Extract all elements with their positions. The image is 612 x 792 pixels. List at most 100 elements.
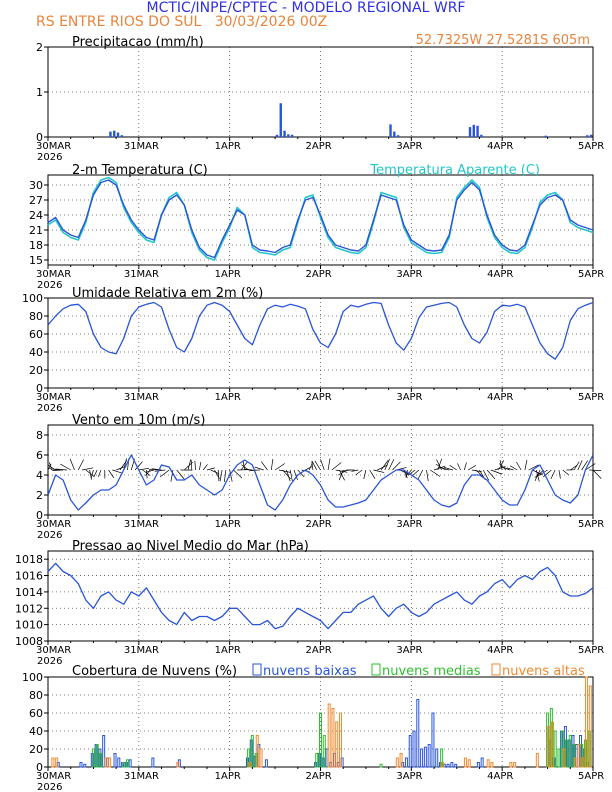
cloud-bar-high xyxy=(335,721,339,768)
precip-bar xyxy=(544,135,547,137)
cloud-bar-low xyxy=(427,744,431,768)
clouds-x-ticks: 30MAR 31MAR 1APR 2APR 3APR 4APR 5APR 2026 xyxy=(36,767,604,792)
cloud-bar-low xyxy=(416,699,420,768)
cloud-bar-high xyxy=(547,726,551,768)
wind-vector-arrow xyxy=(486,469,496,480)
x-tick-label: 5APR xyxy=(578,269,604,280)
y-tick-label: 2 xyxy=(36,41,43,54)
clouds-bars xyxy=(51,676,592,768)
x-tick-label: 2APR xyxy=(306,392,332,403)
wind-vector-arrow xyxy=(320,459,325,471)
x-tick-label: 4APR xyxy=(487,645,513,656)
wind-vector-arrow xyxy=(223,469,227,482)
x-tick-label: 4APR xyxy=(487,771,513,782)
cloud-bar-mid xyxy=(95,744,99,768)
y-tick-label: 8 xyxy=(36,429,43,442)
temp-panel: 2-m Temperatura (C) Temperatura Aparente… xyxy=(29,163,604,291)
x-tick-label: 5APR xyxy=(578,771,604,782)
cloud-bar-high xyxy=(395,757,399,768)
wind-vector-arrow xyxy=(176,469,185,480)
cloud-bar-high xyxy=(550,721,554,768)
y-tick-label: 80 xyxy=(29,310,43,323)
x-tick-label: 30MAR xyxy=(36,645,71,656)
wind-vector-arrow xyxy=(581,460,589,471)
wind-vector-arrow xyxy=(363,469,367,480)
precip-bar xyxy=(120,135,124,137)
x-tick-label: 5APR xyxy=(578,645,604,656)
x-tick-label: 1APR xyxy=(215,392,241,403)
legend-swatch-low xyxy=(252,663,262,676)
y-tick-label: 100 xyxy=(22,671,43,684)
legend-swatch-mid xyxy=(371,663,381,676)
wind-vector-arrow xyxy=(311,461,318,471)
cloud-bar-high xyxy=(248,762,252,768)
x-tick-label: 3APR xyxy=(396,269,422,280)
wind-vector-arrow xyxy=(384,458,390,471)
cloud-bar-low xyxy=(431,712,435,768)
cloud-bar-high xyxy=(585,676,589,768)
y-tick-label: 24 xyxy=(29,209,43,222)
wind-vector-arrow xyxy=(369,469,376,479)
rh-line xyxy=(47,301,594,360)
precip-bar xyxy=(287,134,290,137)
cloud-bar-mid xyxy=(553,730,557,768)
cloud-bar-high xyxy=(327,703,331,768)
cloud-bar-high xyxy=(55,757,59,768)
cloud-bar-high xyxy=(535,753,539,768)
cloud-bar-low xyxy=(83,763,87,768)
wind-vector-arrow xyxy=(475,469,484,478)
wind-vector-arrow xyxy=(355,469,363,476)
legend-high: nuvens altas xyxy=(502,664,585,679)
cloud-bar-low xyxy=(454,763,458,768)
y-tick-label: 20 xyxy=(29,364,43,377)
wind-vector-arrow xyxy=(585,463,596,471)
wind-vector-arrow xyxy=(457,463,461,471)
precip-bar xyxy=(290,134,294,137)
x-tick-label: 31MAR xyxy=(124,269,159,280)
y-tick-label: 100 xyxy=(22,292,43,305)
cloud-bar-low xyxy=(113,753,117,768)
cloud-bar-low xyxy=(117,757,121,768)
x-tick-label: 4APR xyxy=(487,141,513,152)
wind-vector-arrow xyxy=(138,467,150,471)
cloud-bar-low xyxy=(412,730,416,768)
x-tick-label: 5APR xyxy=(578,141,604,152)
precip-bar xyxy=(586,135,589,137)
wind-vector-arrow xyxy=(81,467,94,471)
wind-vector-arrow xyxy=(112,469,123,474)
cloud-bar-high xyxy=(176,762,180,768)
cloud-bar-low xyxy=(264,759,268,768)
pressure-x-ticks: 30MAR 31MAR 1APR 2APR 3APR 4APR 5APR 2026 xyxy=(36,641,604,667)
y-tick-label: 1008 xyxy=(15,635,43,648)
wind-vector-arrow xyxy=(502,466,510,471)
y-tick-label: 27 xyxy=(29,194,43,207)
wind-vector-arrow xyxy=(403,469,408,479)
clouds-panel: Cobertura de Nuvens (%) nuvens baixas nu… xyxy=(22,663,604,792)
wind-vector-arrow xyxy=(592,469,602,479)
wind-speed-line xyxy=(47,454,594,511)
wind-vector-arrow xyxy=(433,465,446,471)
clouds-title: Cobertura de Nuvens (%) xyxy=(72,664,237,679)
cloud-bar-low xyxy=(423,746,427,768)
cloud-bar-high xyxy=(577,744,581,768)
wind-vector-arrow xyxy=(490,469,503,475)
wind-vector-arrow xyxy=(339,469,345,481)
wind-vector-arrow xyxy=(146,469,155,473)
x-tick-label: 4APR xyxy=(487,269,513,280)
pressure-line xyxy=(47,562,594,630)
precip-bar xyxy=(468,127,472,137)
x-tick-label: 31MAR xyxy=(124,392,159,403)
wind-vector-arrow xyxy=(510,465,518,471)
wind-vector-arrow xyxy=(293,469,298,480)
wind-vector-arrow xyxy=(436,459,442,471)
cloud-bar-high xyxy=(441,762,445,768)
cloud-bar-low xyxy=(476,762,480,768)
wind-vector-arrow xyxy=(467,465,476,471)
wind-vector-arrow xyxy=(314,460,321,471)
pressure-panel: Pressao ao Nivel Medio do Mar (hPa) 1008… xyxy=(15,539,604,667)
cloud-bar-high xyxy=(339,712,343,768)
y-tick-label: 1 xyxy=(36,86,43,99)
wind-vector-arrow xyxy=(430,469,441,477)
cloud-bar-high xyxy=(486,759,490,768)
